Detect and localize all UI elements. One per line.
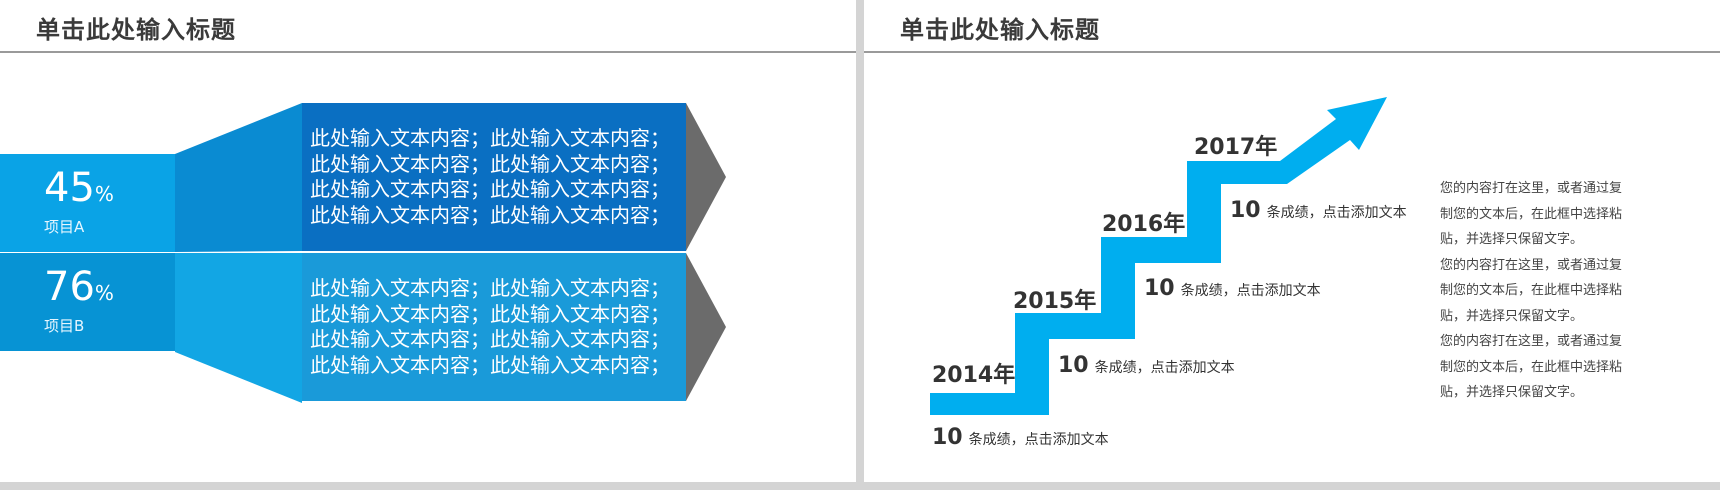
- left-decor: [175, 103, 726, 403]
- stat-2015[interactable]: 10 条成绩，点击添加文本: [1058, 353, 1235, 378]
- description-paragraph[interactable]: 您的内容打在这里，或者通过复 制您的文本后，在此框中选择粘 贴，并选择只保留文字…: [1440, 181, 1623, 400]
- item-a-label: 项目A: [44, 218, 85, 236]
- left-slide: 单击此处输入标题 45% 项目A 76% 项目B 此处输入文本内容；此处输入文本…: [0, 0, 856, 482]
- year-2014: 2014年: [932, 363, 1016, 388]
- chevron-a: [686, 103, 726, 251]
- funnel-connector-b: [175, 253, 302, 403]
- title-divider: [0, 51, 856, 53]
- right-slide-title[interactable]: 单击此处输入标题: [900, 16, 1100, 44]
- item-a-percent: 45%: [44, 165, 114, 211]
- funnel-connector-a: [175, 103, 302, 252]
- year-2015: 2015年: [1013, 289, 1097, 314]
- left-slide-title[interactable]: 单击此处输入标题: [36, 16, 236, 44]
- title-divider: [864, 51, 1720, 53]
- year-2016: 2016年: [1102, 212, 1186, 237]
- item-b-text-panel[interactable]: 此处输入文本内容；此处输入文本内容； 此处输入文本内容；此处输入文本内容； 此处…: [302, 253, 686, 401]
- year-2017: 2017年: [1194, 135, 1278, 160]
- stat-2014[interactable]: 10 条成绩，点击添加文本: [932, 425, 1109, 450]
- item-b-box[interactable]: 76% 项目B: [0, 253, 175, 351]
- stat-2016[interactable]: 10 条成绩，点击添加文本: [1144, 276, 1321, 301]
- item-a-text: 此处输入文本内容；此处输入文本内容； 此处输入文本内容；此处输入文本内容； 此处…: [310, 126, 670, 227]
- right-slide: 单击此处输入标题 2014年 2015年 2016年 2017年 10 条成绩，点…: [864, 0, 1720, 482]
- staircase-arrow: [930, 97, 1387, 415]
- staircase-shape: [930, 97, 1387, 415]
- item-b-label: 项目B: [44, 317, 85, 335]
- item-b-percent: 76%: [44, 264, 114, 310]
- item-a-text-panel[interactable]: 此处输入文本内容；此处输入文本内容； 此处输入文本内容；此处输入文本内容； 此处…: [302, 103, 686, 251]
- stat-2017[interactable]: 10 条成绩，点击添加文本: [1230, 198, 1407, 223]
- item-b-text: 此处输入文本内容；此处输入文本内容； 此处输入文本内容；此处输入文本内容； 此处…: [310, 276, 670, 377]
- item-a-box[interactable]: 45% 项目A: [0, 154, 175, 252]
- chevron-b: [686, 253, 726, 401]
